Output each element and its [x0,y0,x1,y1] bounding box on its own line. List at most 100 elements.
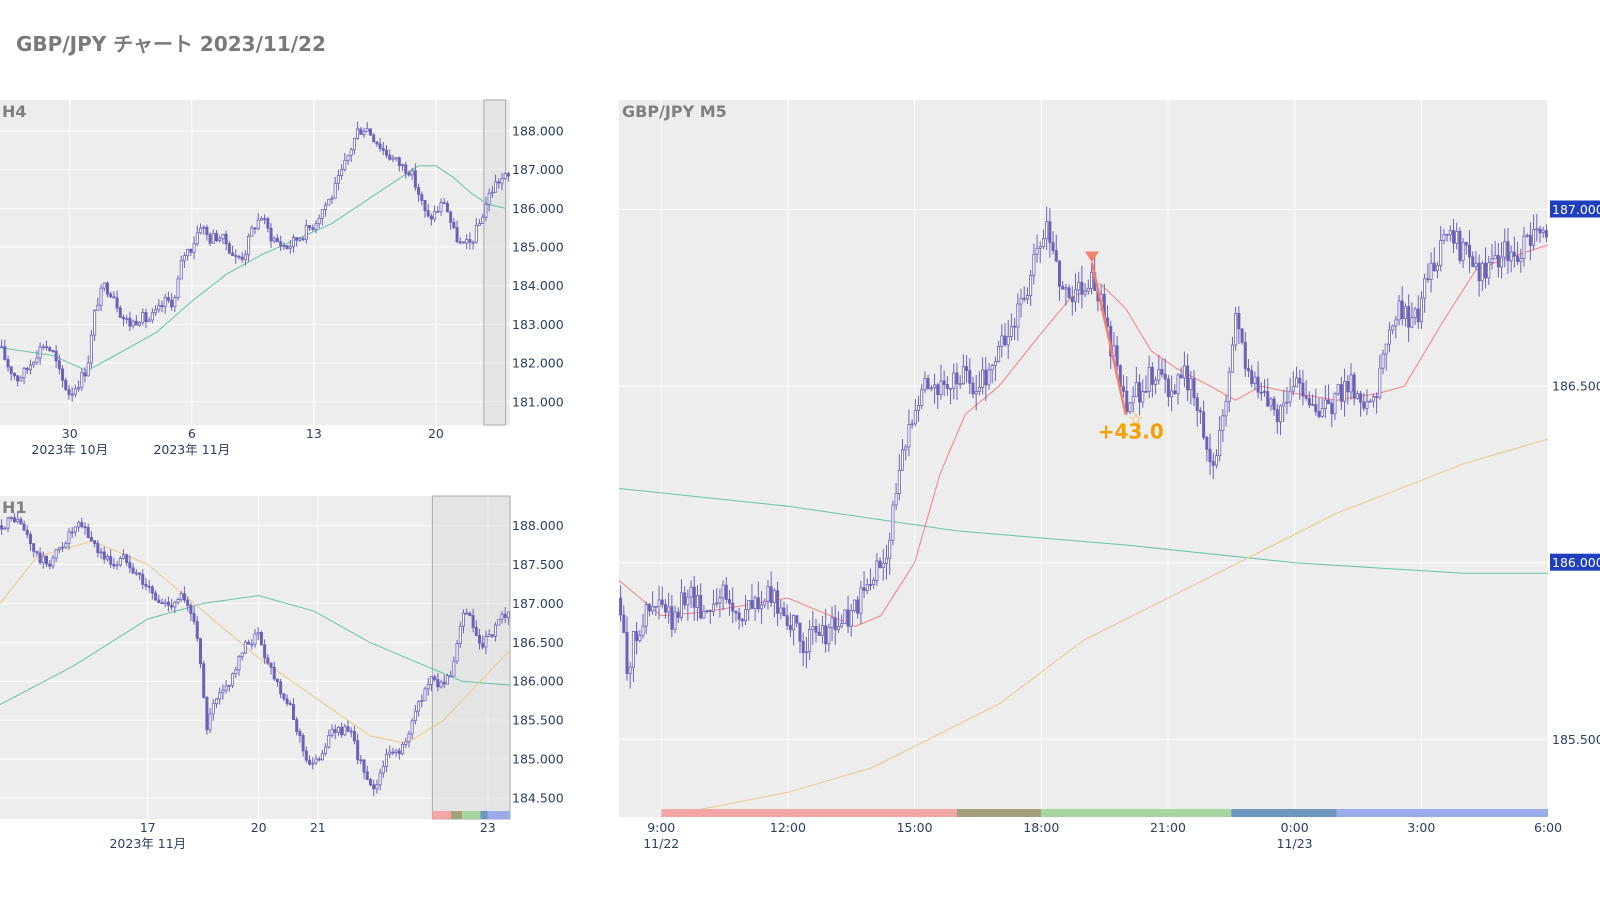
m5-candle-body [1272,398,1276,411]
h4-candle-body [189,249,193,253]
m5-candle-body [849,610,853,627]
h1-session-band [487,811,510,819]
h4-candle-body [266,218,270,229]
m5-candle-body [1240,328,1244,343]
m5-candle-body [1189,378,1193,391]
h1-x-tick-label: 17 [140,820,156,835]
h4-candle-body [121,316,125,320]
trade-pnl-label: +43.0 [1098,419,1164,443]
m5-candle-body [769,586,773,603]
h1-x-tick-label: 21 [310,820,326,835]
h4-candle-body [186,249,190,257]
h4-candle-body [320,208,324,219]
h1-candle-body [484,636,488,648]
m5-candle-body [820,625,824,636]
h4-candle-body [311,227,315,230]
m5-candle-body [840,623,844,628]
m5-candle-body [756,597,760,610]
m5-ma-tan-line [661,438,1549,818]
m5-candle-body [942,380,946,385]
m5-candle-body [811,626,815,630]
h4-plot-area [0,100,510,425]
m5-candle-body [631,631,635,668]
h4-candle-body [250,227,254,237]
h4-candle-body [125,317,129,320]
m5-candle-body [830,617,834,628]
m5-candle-body [1314,404,1318,412]
m5-candle-body [718,597,722,604]
h4-candle-body [138,321,142,326]
m5-plot-area [619,100,1548,817]
h4-candle-body [205,226,209,235]
m5-candle-body [843,609,847,625]
h4-candle-body [83,372,87,377]
h4-candle-body [208,234,212,244]
h4-candle-body [304,225,308,240]
h1-candle-body [141,574,145,585]
h4-candle-body [202,226,206,229]
h4-candle-body [176,278,180,298]
m5-candle-body [638,635,642,641]
h1-sessions [432,811,510,819]
m5-candle-body [987,369,991,386]
m5-session-band [1336,809,1548,817]
m5-candle-body [1400,300,1404,319]
h4-candle-body [314,223,318,230]
m5-candle-body [670,606,674,630]
h1-candles [0,512,510,796]
m5-candle-body [977,386,981,392]
h1-candle-body [112,563,116,567]
h4-candle-body [275,237,279,243]
h1-candle-body [125,554,129,563]
h1-candle-body [48,563,52,567]
h1-candle-body [186,599,190,606]
h1-candle-body [468,612,472,616]
m5-candle-body [1141,391,1145,403]
h4-candle-body [16,375,20,382]
h4-candle-body [317,217,321,225]
h4-candle-body [442,202,446,204]
m5-candle-body [1125,390,1129,413]
m5-candle-body [1355,393,1359,399]
m5-candle-body [1090,272,1094,289]
m5-candle-body [1080,281,1084,295]
h1-candle-body [134,572,138,575]
m5-candle-body [1365,401,1369,409]
h1-candle-body [461,612,465,627]
h4-title: H4 [2,102,27,121]
m5-candle-body [1346,381,1350,393]
h1-candle-body [445,675,449,685]
h4-candle-body [285,245,289,250]
m5-candle-body [689,586,693,598]
h1-candle-body [497,618,501,626]
h1-candle-body [391,751,395,754]
m5-candle-body [699,595,703,619]
h4-candle-body [420,194,424,201]
m5-candle-body [721,584,725,599]
h4-candle-body [327,198,331,206]
m5-candle-body [1343,381,1347,402]
h1-session-band [432,811,451,819]
h1-candle-body [189,604,193,614]
m5-candle-body [740,618,744,622]
m5-candle-body [679,592,683,618]
h1-candle-body [365,771,369,780]
m5-candle-body [1375,396,1379,399]
m5-y-tick-label: 187.000 [1552,202,1600,217]
h1-candle-body [6,517,10,529]
h4-candles [0,121,510,402]
h1-candle-body [61,546,65,549]
m5-gridlines [619,100,1549,817]
m5-y-tick-label: 186.500 [1552,379,1600,394]
m5-candle-body [1509,251,1513,262]
h4-candle-body [359,128,363,135]
m5-candle-body [798,622,802,642]
m5-candle-body [1070,296,1074,303]
h4-candle-body [468,239,472,243]
m5-candle-body [1336,384,1340,395]
m5-candle-body [1410,317,1414,328]
m5-candle-body [1291,386,1295,392]
h1-candle-body [388,751,392,755]
